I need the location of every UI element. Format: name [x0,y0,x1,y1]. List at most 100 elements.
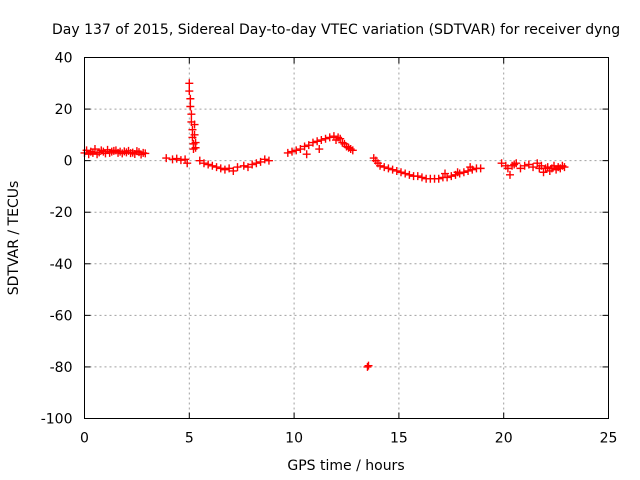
data-point [204,160,213,169]
data-point [191,143,200,152]
data-point [524,160,533,169]
y-tick-label: 0 [64,154,73,170]
data-point [529,163,538,172]
data-point [520,161,529,170]
data-point [296,145,305,154]
data-point [162,154,171,163]
data-point [186,102,195,111]
y-tick-label: -60 [50,308,73,324]
points-layer [80,79,569,371]
data-point [380,163,389,172]
data-point [252,159,261,168]
data-point [317,136,326,145]
data-point [195,156,204,165]
data-point [168,155,177,164]
data-point [183,159,192,168]
data-point [304,141,313,150]
data-point [172,154,181,163]
data-point [447,172,456,181]
x-tick-label: 20 [495,431,513,447]
data-point [283,148,292,157]
data-point [288,147,297,156]
x-tick-label: 10 [285,431,303,447]
data-point [325,133,334,142]
y-tick-label: -80 [50,360,73,376]
data-point [364,361,373,370]
data-point [321,134,330,143]
y-tick-label: -20 [50,205,73,221]
data-point [256,157,265,166]
data-point [308,138,317,147]
data-point [417,173,426,182]
data-point [188,125,197,134]
data-point [292,146,301,155]
data-point [264,156,273,165]
plot-frame [84,57,609,419]
data-point [505,170,514,179]
x-tick-label: 5 [185,431,194,447]
data-point [434,174,443,183]
data-point [216,164,225,173]
data-point [516,164,525,173]
data-point [185,87,194,96]
data-point [388,165,397,174]
data-point [466,163,475,172]
data-point [185,79,194,88]
x-tick-label: 25 [600,431,618,447]
data-point [208,161,217,170]
data-point [141,149,150,158]
data-point [243,163,252,172]
data-point [560,163,569,172]
data-point [512,159,521,168]
data-point [90,145,99,154]
data-point [401,169,410,178]
data-point [233,163,242,172]
data-point [392,166,401,175]
data-point [384,164,393,173]
data-point [533,159,542,168]
data-point [405,170,414,179]
data-point [441,169,450,178]
tick-label-layer: 0 5 10 15 20 25 40 20 0 -20 -40 -60 -80 -100 [41,51,618,447]
tick-layer [84,57,609,419]
grid-layer [84,57,609,419]
data-point [497,159,506,168]
y-tick-label: 40 [55,51,73,67]
y-tick-label: -40 [50,257,73,273]
data-point [176,156,185,165]
data-point [248,160,257,169]
data-point [363,362,372,371]
y-tick-label: 20 [55,102,73,118]
data-point [300,142,309,151]
x-tick-label: 0 [80,431,89,447]
data-point [376,161,385,170]
data-point [190,120,199,129]
data-point [239,161,248,170]
x-tick-label: 15 [390,431,408,447]
data-point [225,164,234,173]
data-point [220,165,229,174]
data-point [190,130,199,139]
data-point [453,168,462,177]
data-point [199,159,208,168]
x-axis-label: GPS time / hours [287,458,404,474]
data-point [476,164,485,173]
data-point [186,94,195,103]
data-point [315,145,324,154]
data-point [348,146,357,155]
data-point [187,110,196,119]
data-point [302,150,311,159]
data-point [212,163,221,172]
data-point [537,161,546,170]
data-point [396,168,405,177]
data-point [313,137,322,146]
chart-title: Day 137 of 2015, Sidereal Day-to-day VTE… [52,22,620,38]
data-point [229,166,238,175]
data-point [413,172,422,181]
y-tick-label: -100 [41,412,73,428]
y-axis-label: SDTVAR / TECUs [6,181,22,296]
data-point [503,164,512,173]
data-point [260,155,269,164]
